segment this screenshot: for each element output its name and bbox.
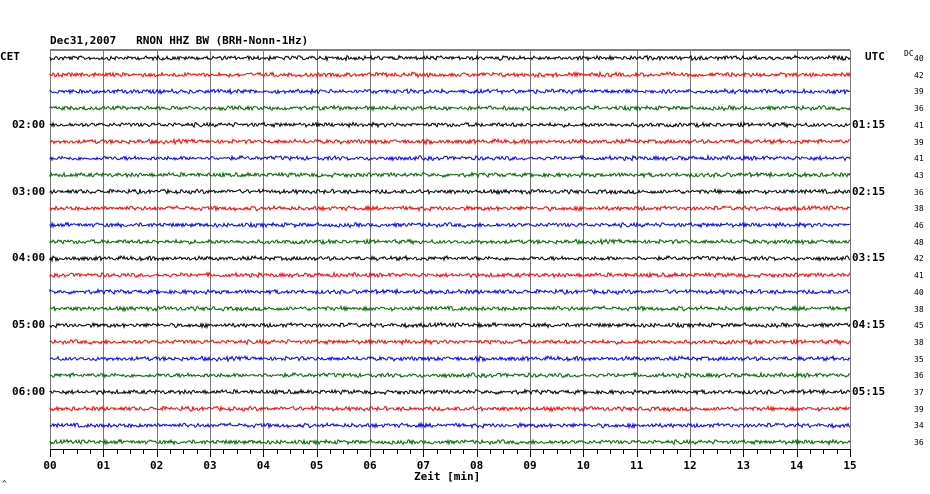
trace-16 [49, 321, 851, 330]
x-tick-label: 00 [43, 459, 56, 472]
dc-value: 34 [914, 421, 924, 430]
dc-value: 39 [914, 87, 924, 96]
x-tick-label: 15 [843, 459, 856, 472]
x-tick-label: 03 [203, 459, 216, 472]
dc-value: 40 [914, 288, 924, 297]
dc-value: 41 [914, 154, 924, 163]
dc-value: 39 [914, 138, 924, 147]
dc-value: 46 [914, 221, 924, 230]
dc-value: 43 [914, 171, 924, 180]
x-tick-label: 07 [417, 459, 430, 472]
traces [49, 54, 851, 447]
utc-time-label: 02:15 [852, 185, 886, 198]
x-tick-label: 04 [257, 459, 271, 472]
trace-13 [49, 270, 851, 279]
trace-2 [49, 87, 851, 96]
x-tick-label: 08 [470, 459, 483, 472]
dc-value: 48 [914, 238, 924, 247]
trace-7 [49, 170, 851, 179]
x-axis-title: Zeit [min] [414, 470, 481, 483]
trace-1 [49, 70, 851, 79]
x-axis: 00 01 02 03 04 05 06 07 08 09 10 11 12 13 14 15 [43, 449, 857, 472]
x-tick-label: 10 [577, 459, 590, 472]
trace-23 [49, 438, 851, 447]
utc-time-label: 03:15 [852, 251, 886, 264]
trace-8 [49, 187, 851, 196]
trace-20 [49, 387, 851, 396]
trace-22 [49, 421, 851, 430]
dc-value: 42 [914, 254, 924, 263]
x-tick-label: 12 [683, 459, 696, 472]
trace-21 [49, 405, 851, 413]
dc-value: 36 [914, 371, 924, 380]
trace-3 [49, 104, 851, 112]
dc-value: 41 [914, 271, 924, 280]
cet-time-label: 04:00 [12, 251, 46, 264]
utc-time-label: 01:15 [852, 118, 886, 131]
utc-time-label: 05:15 [852, 385, 886, 398]
trace-14 [49, 287, 851, 296]
x-tick-label: 11 [630, 459, 644, 472]
trace-4 [49, 120, 851, 129]
trace-11 [49, 237, 851, 246]
trace-6 [49, 153, 851, 162]
x-tick-label: 05 [310, 459, 323, 472]
x-tick-label: 09 [523, 459, 536, 472]
x-tick-label: 13 [737, 459, 750, 472]
dc-value: 38 [914, 305, 924, 314]
x-tick-label: 06 [363, 459, 377, 472]
cet-time-label: 03:00 [12, 185, 46, 198]
trace-18 [49, 354, 851, 363]
utc-unit-label: UTC [865, 50, 885, 63]
dc-value: 40 [914, 54, 924, 63]
dc-value: 38 [914, 338, 924, 347]
x-tick-label: 14 [790, 459, 804, 472]
dc-value: 36 [914, 104, 924, 113]
dc-value: 42 [914, 71, 924, 80]
dc-value: 35 [914, 355, 924, 364]
trace-17 [49, 337, 851, 346]
trace-10 [49, 221, 851, 230]
dc-value: 36 [914, 438, 924, 447]
corner-mark: ^ [2, 479, 7, 488]
grid [50, 49, 851, 449]
dc-value: 41 [914, 121, 924, 130]
cet-time-label: 05:00 [12, 318, 46, 331]
utc-time-label: 04:15 [852, 318, 886, 331]
trace-0 [49, 54, 851, 63]
dc-value: 37 [914, 388, 924, 397]
trace-19 [49, 371, 851, 379]
cet-time-label: 02:00 [12, 118, 46, 131]
x-tick-label: 02 [150, 459, 163, 472]
cet-unit-label: CET [0, 50, 20, 63]
dc-header-label: DC [904, 49, 914, 58]
trace-5 [49, 137, 851, 146]
trace-9 [49, 204, 851, 213]
dc-value: 38 [914, 204, 924, 213]
cet-time-label: 06:00 [12, 385, 46, 398]
x-tick-label: 01 [97, 459, 111, 472]
dc-value: 39 [914, 405, 924, 414]
dc-value: 36 [914, 188, 924, 197]
trace-12 [49, 254, 851, 263]
dc-value: 45 [914, 321, 924, 330]
trace-15 [49, 304, 851, 313]
plot-title: Dec31,2007 RNON HHZ BW (BRH-Nonn-1Hz) [50, 34, 309, 47]
